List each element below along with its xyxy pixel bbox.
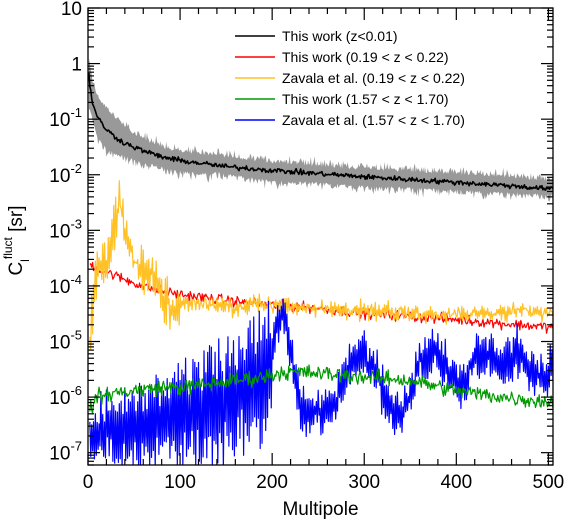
x-tick-label: 0 bbox=[83, 472, 94, 493]
y-tick-label-base: 10 bbox=[49, 388, 70, 409]
y-tick-label-exp: -5 bbox=[70, 328, 82, 343]
y-tick-label: 1 bbox=[71, 55, 82, 76]
y-axis-title-unit: [sr] bbox=[6, 205, 27, 237]
x-tick-label: 100 bbox=[164, 472, 196, 493]
y-tick-label-base: 10 bbox=[49, 444, 70, 465]
legend-label: This work (z<0.01) bbox=[282, 28, 398, 44]
y-tick-label-base: 1 bbox=[71, 55, 82, 76]
y-tick-label: 10-2 bbox=[49, 161, 82, 187]
series-line-5 bbox=[89, 298, 553, 465]
x-tick-label: 200 bbox=[256, 472, 288, 493]
legend-label: This work (0.19 < z < 0.22) bbox=[282, 49, 449, 65]
plot-frame bbox=[87, 7, 554, 466]
y-tick-label-base: 10 bbox=[49, 166, 70, 187]
series-line-3 bbox=[89, 180, 553, 351]
x-tick-label: 500 bbox=[533, 472, 565, 493]
y-tick-label: 10 bbox=[61, 0, 82, 20]
y-tick-label: 10-3 bbox=[49, 216, 82, 242]
y-tick-label-exp: -1 bbox=[70, 105, 82, 120]
plot-area bbox=[88, 58, 553, 465]
x-tick-label: 300 bbox=[348, 472, 380, 493]
y-axis-title-sub: l bbox=[18, 259, 32, 262]
y-tick-label-exp: -7 bbox=[70, 439, 82, 454]
y-tick-label-base: 10 bbox=[49, 110, 70, 131]
y-tick-label-exp: -6 bbox=[70, 383, 82, 398]
series-line-1 bbox=[88, 73, 553, 191]
x-tick-labels: 0 100 200 300 400 500 bbox=[83, 472, 565, 493]
y-tick-label-base: 10 bbox=[49, 221, 70, 242]
uncertainty-band bbox=[88, 58, 553, 202]
y-tick-label-exp: -2 bbox=[70, 161, 82, 176]
y-axis-title: Clfluct [sr] bbox=[1, 205, 32, 275]
y-tick-label-base: 10 bbox=[49, 277, 70, 298]
y-tick-label-exp: -4 bbox=[70, 272, 82, 287]
y-axis-title-base: C bbox=[6, 262, 27, 276]
y-tick-label: 10-7 bbox=[49, 439, 82, 465]
series-line-4 bbox=[89, 364, 553, 415]
legend-label: This work (1.57 < z < 1.70) bbox=[282, 91, 449, 107]
series-line-2 bbox=[89, 261, 553, 334]
y-tick-label: 10-6 bbox=[49, 383, 82, 409]
legend-label: Zavala et al. (1.57 < z < 1.70) bbox=[282, 112, 465, 128]
y-tick-label: 10-1 bbox=[49, 105, 82, 131]
y-tick-label-base: 10 bbox=[61, 0, 82, 20]
x-axis-title: Multipole bbox=[282, 499, 358, 520]
x-tick-label: 400 bbox=[440, 472, 472, 493]
y-tick-label-exp: -3 bbox=[70, 216, 82, 231]
y-tick-label-base: 10 bbox=[49, 333, 70, 354]
y-axis-title-sup: fluct bbox=[1, 236, 15, 259]
legend-label: Zavala et al. (0.19 < z < 0.22) bbox=[282, 70, 465, 86]
axis-ticks bbox=[87, 7, 553, 466]
y-tick-label: 10-5 bbox=[49, 328, 82, 354]
y-tick-label: 10-4 bbox=[49, 272, 82, 298]
legend: This work (z<0.01) This work (0.19 < z < … bbox=[235, 28, 465, 128]
